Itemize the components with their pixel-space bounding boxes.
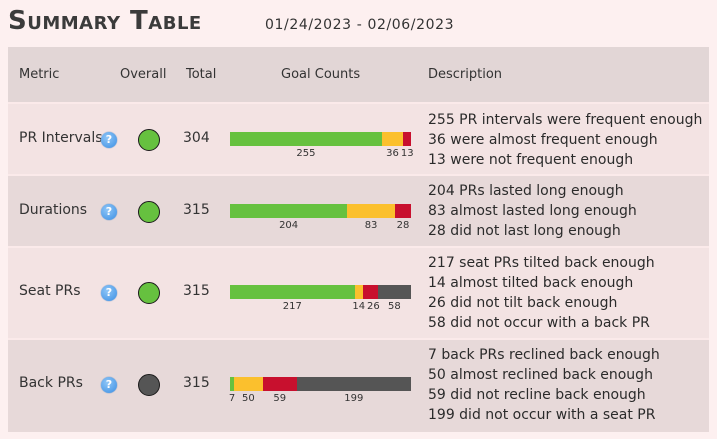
header: Summary Table 01/24/2023 - 02/06/2023 — [8, 4, 708, 40]
almost-count-label: 36 — [386, 148, 399, 159]
date-range: 01/24/2023 - 02/06/2023 — [265, 17, 455, 33]
bad-count-label: 28 — [396, 220, 410, 231]
description-line: 14 almost tilted back enough — [428, 275, 634, 291]
almost-segment — [347, 204, 395, 218]
total-value: 315 — [183, 375, 210, 391]
bad-segment — [362, 285, 378, 299]
almost-count-label: 50 — [242, 393, 255, 404]
column-header-total: Total — [186, 67, 217, 82]
goal-count-bar — [230, 377, 411, 391]
help-icon[interactable]: ? — [101, 285, 117, 301]
none-count-label: 199 — [344, 393, 364, 404]
almost-segment — [381, 132, 404, 146]
bad-count-label: 26 — [367, 301, 380, 312]
goal-count-bar — [230, 285, 411, 299]
total-value: 315 — [183, 202, 210, 218]
overall-status-icon — [138, 374, 160, 396]
none-segment — [377, 285, 411, 299]
description-line: 204 PRs lasted long enough — [428, 183, 624, 199]
good-count-label: 255 — [296, 148, 316, 159]
help-icon[interactable]: ? — [101, 204, 117, 220]
bad-count-label: 59 — [273, 393, 287, 404]
almost-segment — [234, 377, 263, 391]
good-count-label: 217 — [282, 301, 302, 312]
description-line: 59 did not recline back enough — [428, 387, 646, 403]
metric-label: Durations — [19, 202, 88, 218]
metric-label: Seat PRs — [19, 283, 81, 299]
column-header-goal-counts: Goal Counts — [281, 67, 361, 82]
description: 255 PR intervals were frequent enough 36… — [428, 110, 702, 170]
table-row: PR Intervals ? 304 255 36 13 255 PR inte… — [8, 104, 709, 176]
column-header-description: Description — [428, 67, 503, 82]
description-line: 36 were almost frequent enough — [428, 132, 658, 148]
table-header-row: Metric Overall Total Goal Counts Descrip… — [8, 47, 709, 104]
good-segment — [230, 285, 355, 299]
description-line: 28 did not last long enough — [428, 223, 621, 239]
summary-table: Metric Overall Total Goal Counts Descrip… — [8, 47, 709, 432]
description-line: 255 PR intervals were frequent enough — [428, 112, 703, 128]
bad-segment — [403, 132, 411, 146]
help-icon[interactable]: ? — [101, 377, 117, 393]
goal-count-bar — [230, 132, 411, 146]
column-header-metric: Metric — [19, 67, 60, 82]
description: 204 PRs lasted long enough 83 almost las… — [428, 181, 637, 241]
almost-count-label: 83 — [364, 220, 378, 231]
none-segment — [296, 377, 411, 391]
goal-count-bar — [230, 204, 411, 218]
good-count-label: 204 — [279, 220, 299, 231]
table-row: Durations ? 315 204 83 28 204 PRs lasted… — [8, 176, 709, 248]
table-row: Back PRs ? 315 7 50 59 199 7 back PRs re… — [8, 340, 709, 432]
overall-status-icon — [138, 129, 160, 151]
overall-status-icon — [138, 201, 160, 223]
description-line: 13 were not frequent enough — [428, 152, 634, 168]
description-line: 199 did not occur with a seat PR — [428, 407, 656, 423]
description: 7 back PRs reclined back enough 50 almos… — [428, 345, 660, 425]
description-line: 7 back PRs reclined back enough — [428, 347, 660, 363]
good-segment — [230, 377, 235, 391]
description-line: 58 did not occur with a back PR — [428, 315, 650, 331]
almost-segment — [354, 285, 363, 299]
none-count-label: 58 — [387, 301, 401, 312]
good-segment — [230, 132, 382, 146]
metric-label: PR Intervals — [19, 130, 103, 146]
column-header-overall: Overall — [120, 67, 167, 82]
metric-label: Back PRs — [19, 375, 83, 391]
description-line: 50 almost reclined back enough — [428, 367, 653, 383]
overall-status-icon — [138, 282, 160, 304]
total-value: 304 — [183, 130, 210, 146]
page-title: Summary Table — [8, 6, 202, 36]
description-line: 217 seat PRs tilted back enough — [428, 255, 655, 271]
table-row: Seat PRs ? 315 217 14 26 58 217 seat PRs… — [8, 248, 709, 340]
almost-count-label: 14 — [352, 301, 366, 312]
good-count-label: 7 — [228, 393, 236, 404]
total-value: 315 — [183, 283, 210, 299]
description-line: 83 almost lasted long enough — [428, 203, 637, 219]
help-icon[interactable]: ? — [101, 132, 117, 148]
bad-count-label: 13 — [400, 148, 414, 159]
bad-segment — [262, 377, 297, 391]
description-line: 26 did not tilt back enough — [428, 295, 618, 311]
description: 217 seat PRs tilted back enough 14 almos… — [428, 253, 655, 333]
good-segment — [230, 204, 348, 218]
bad-segment — [394, 204, 411, 218]
